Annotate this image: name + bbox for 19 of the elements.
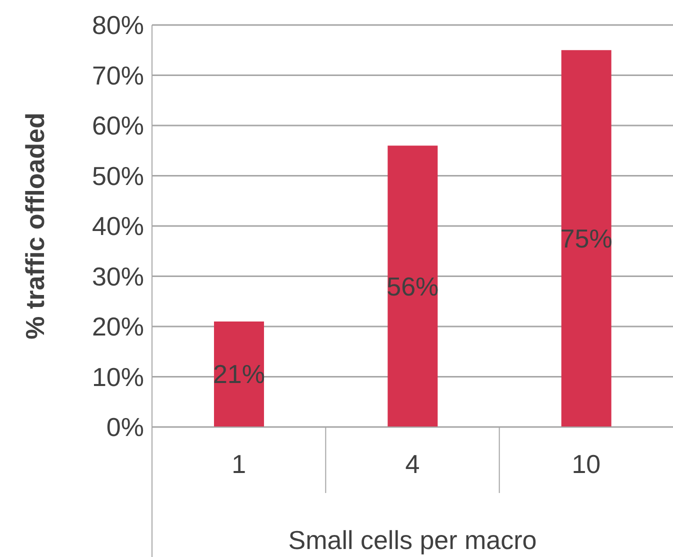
y-tick-label: 0% <box>106 412 144 442</box>
x-tick-label: 10 <box>572 449 601 479</box>
y-axis-title: % traffic offloaded <box>20 112 50 340</box>
y-tick-label: 80% <box>92 10 144 40</box>
y-tick-label: 10% <box>92 362 144 392</box>
y-tick-label: 20% <box>92 312 144 342</box>
y-tick-label: 40% <box>92 211 144 242</box>
data-label: 21% <box>212 359 266 390</box>
x-axis-title: Small cells per macro <box>288 525 537 555</box>
y-tick-label: 30% <box>92 261 144 292</box>
bar <box>561 50 612 427</box>
y-tick-label: 60% <box>92 110 144 141</box>
x-tick-label: 1 <box>232 449 246 479</box>
bar <box>214 321 264 427</box>
bar <box>388 146 438 427</box>
y-tick-label: 70% <box>92 60 144 90</box>
y-tick-label: 50% <box>92 160 144 191</box>
data-label: 75% <box>560 224 612 254</box>
x-tick-label: 4 <box>405 449 420 479</box>
